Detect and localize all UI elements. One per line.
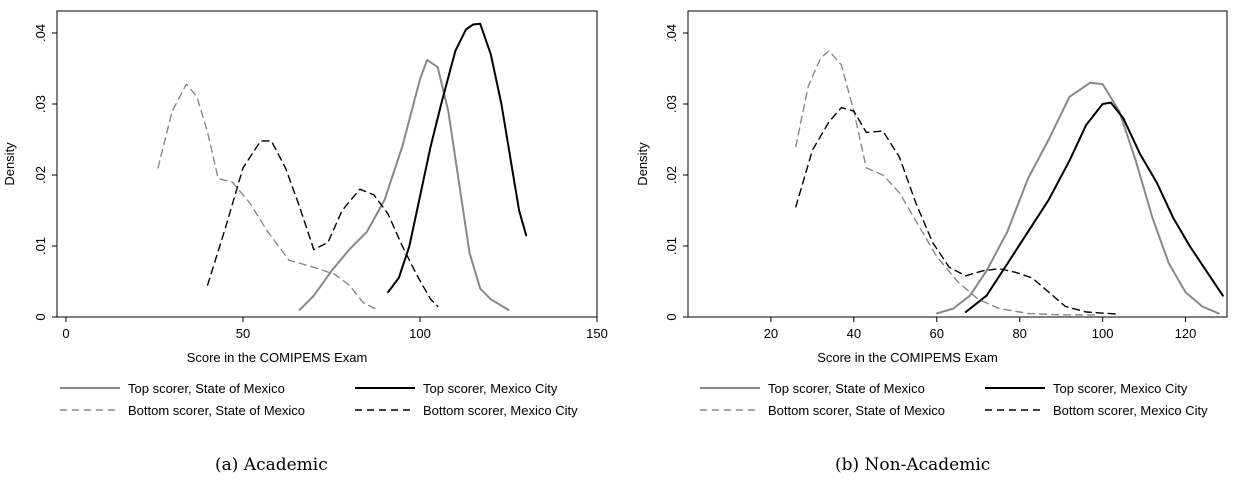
- series-line-2: [795, 50, 1096, 316]
- series-line-0: [935, 81, 1220, 315]
- legend-label: Top scorer, State of Mexico: [128, 381, 285, 396]
- y-axis-label: Density: [635, 142, 650, 186]
- legend-label: Bottom scorer, Mexico City: [423, 403, 578, 418]
- legend-label: Top scorer, Mexico City: [423, 381, 558, 396]
- y-tick-label: .02: [664, 166, 679, 184]
- x-axis-label: Score in the COMIPEMS Exam: [817, 350, 998, 365]
- x-axis-label: Score in the COMIPEMS Exam: [187, 350, 368, 365]
- x-tick-label: 40: [847, 326, 861, 341]
- x-tick-label: 150: [586, 326, 608, 341]
- y-tick-label: .04: [33, 24, 48, 42]
- x-tick-label: 100: [409, 326, 431, 341]
- legend-label: Bottom scorer, Mexico City: [1053, 403, 1208, 418]
- y-tick-label: 0: [664, 313, 679, 320]
- x-tick-label: 60: [930, 326, 944, 341]
- series-line-0: [298, 59, 510, 311]
- x-tick-label: 50: [236, 326, 250, 341]
- panel-non-academic: 20 40 60 80 100 120 0 .01 .02 .03 .04 Score in the …: [635, 10, 1228, 475]
- panel-caption: (b) Non-Academic: [835, 455, 990, 475]
- x-tick-label: 100: [1092, 326, 1114, 341]
- y-tick-label: .03: [664, 95, 679, 113]
- x-tick-label: 120: [1175, 326, 1197, 341]
- series-line-1: [387, 22, 528, 294]
- legend-label: Bottom scorer, State of Mexico: [768, 403, 945, 418]
- y-axis-label: Density: [2, 142, 17, 186]
- y-tick-label: .01: [664, 237, 679, 255]
- y-tick-label: .01: [33, 237, 48, 255]
- x-tick-label: 20: [764, 326, 778, 341]
- y-tick-label: .04: [664, 24, 679, 42]
- plot-frame: [56, 10, 598, 318]
- panel-academic: 0 50 100 150 0 .01 .02 .03 .04 Score in the COMIP…: [2, 10, 608, 475]
- y-tick-label: .02: [33, 166, 48, 184]
- legend-label: Top scorer, State of Mexico: [768, 381, 925, 396]
- panel-caption: (a) Academic: [215, 455, 328, 475]
- legend-label: Bottom scorer, State of Mexico: [128, 403, 305, 418]
- y-tick-label: 0: [33, 313, 48, 320]
- series-line-2: [157, 83, 379, 311]
- series-line-3: [206, 140, 439, 308]
- y-tick-label: .03: [33, 95, 48, 113]
- plot-frame: [687, 10, 1228, 318]
- legend-label: Top scorer, Mexico City: [1053, 381, 1188, 396]
- x-tick-label: 0: [62, 326, 69, 341]
- series-line-1: [964, 101, 1224, 313]
- x-tick-label: 80: [1012, 326, 1026, 341]
- series-line-3: [795, 106, 1120, 315]
